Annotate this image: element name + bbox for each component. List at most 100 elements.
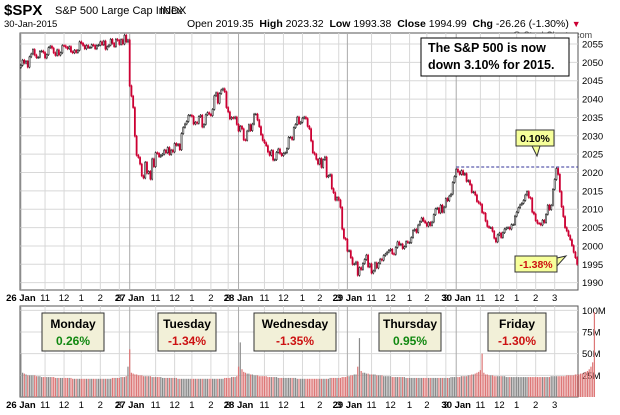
candle-body [215, 92, 217, 97]
volume-bar [89, 378, 91, 397]
volume-bar [431, 377, 433, 397]
volume-x-tick-label: 12 [169, 400, 180, 411]
volume-axis-label: 75M [582, 328, 601, 339]
volume-bar [338, 377, 340, 397]
candle-body [353, 263, 356, 266]
volume-bar [239, 342, 241, 397]
candle-body [462, 170, 465, 176]
candle-body [446, 198, 449, 202]
volume-bar [571, 375, 573, 397]
candle-body [175, 143, 178, 146]
volume-bar [367, 373, 369, 397]
candle-body [28, 56, 31, 68]
volume-bar [460, 376, 462, 397]
volume-bar [360, 371, 362, 397]
candle-body [486, 220, 489, 227]
volume-bar [255, 375, 257, 397]
volume-bar [545, 377, 547, 397]
chg-value: -26.26 (-1.30%) [495, 18, 569, 30]
candle-body [220, 89, 223, 94]
candle-body [444, 198, 447, 208]
candle-body [429, 222, 432, 226]
volume-bar [472, 374, 475, 397]
candle-body [180, 133, 183, 151]
volume-x-tick-label: 1 [514, 400, 519, 411]
volume-bar [288, 377, 290, 397]
candle-body [310, 128, 312, 142]
volume-bar [205, 378, 207, 397]
volume-bar [410, 377, 412, 397]
volume-bar [277, 377, 279, 397]
volume-bar [59, 377, 62, 397]
candle-body [270, 150, 273, 156]
volume-bar [377, 375, 380, 397]
volume-bar [125, 376, 127, 397]
candle-body [291, 136, 293, 140]
day-change-box [157, 312, 217, 352]
volume-bar [583, 372, 585, 397]
price-x-tick-label: 2 [533, 293, 538, 304]
volume-bar [175, 377, 177, 397]
candle-body [156, 152, 159, 154]
candle-body [389, 248, 392, 251]
candle-body [206, 112, 209, 116]
price-x-tick-label: 3 [226, 293, 231, 304]
candle-body [488, 226, 490, 228]
candle-body [553, 179, 556, 190]
candle-body [403, 246, 406, 249]
candle-body [38, 51, 41, 58]
candle-body [237, 124, 240, 132]
volume-bar [58, 377, 60, 397]
volume-bar [455, 377, 457, 397]
candle-body [266, 145, 269, 153]
volume-bar [21, 372, 24, 397]
candle-body [163, 149, 166, 155]
candle-body [253, 113, 255, 125]
volume-bar [483, 372, 485, 397]
candle-body [438, 207, 440, 214]
candle-body [239, 125, 242, 132]
candle-body [330, 174, 333, 189]
candle-body [572, 245, 575, 253]
volume-bar [353, 374, 355, 397]
candle-body [303, 116, 306, 119]
candle-body [370, 263, 373, 274]
price-axis-label: 2025 [582, 150, 603, 161]
volume-bar [28, 375, 31, 397]
candle-body [49, 45, 52, 48]
candle-body [526, 191, 528, 196]
volume-bar [49, 377, 51, 397]
volume-bar [516, 377, 518, 397]
candle-body [546, 204, 549, 215]
volume-bar [134, 374, 136, 397]
candle-body [356, 261, 359, 276]
candle-body [491, 227, 494, 232]
volume-bar [393, 377, 395, 397]
volume-bar [267, 377, 269, 397]
candle-body [536, 220, 539, 224]
volume-bar [170, 377, 172, 397]
candle-body [322, 159, 325, 168]
volume-bar [464, 376, 466, 397]
candle-body [443, 206, 446, 213]
candle-body [94, 45, 97, 50]
volume-bar [222, 378, 224, 397]
volume-bar [322, 378, 324, 397]
volume-bar [484, 374, 487, 397]
candle-body [80, 41, 83, 44]
volume-bar [251, 374, 253, 397]
candle-body [246, 130, 249, 141]
candle-body [396, 241, 399, 248]
candle-body [280, 153, 283, 156]
volume-bar [536, 377, 539, 397]
volume-bar [557, 376, 559, 397]
volume-bar [301, 378, 304, 397]
volume-bar [331, 377, 333, 397]
candle-body [101, 41, 103, 46]
volume-bar [443, 377, 445, 397]
volume-bar [122, 377, 124, 397]
candle-body [368, 263, 371, 268]
volume-bar [123, 377, 126, 397]
volume-bar [63, 377, 65, 397]
volume-bar [106, 378, 108, 397]
